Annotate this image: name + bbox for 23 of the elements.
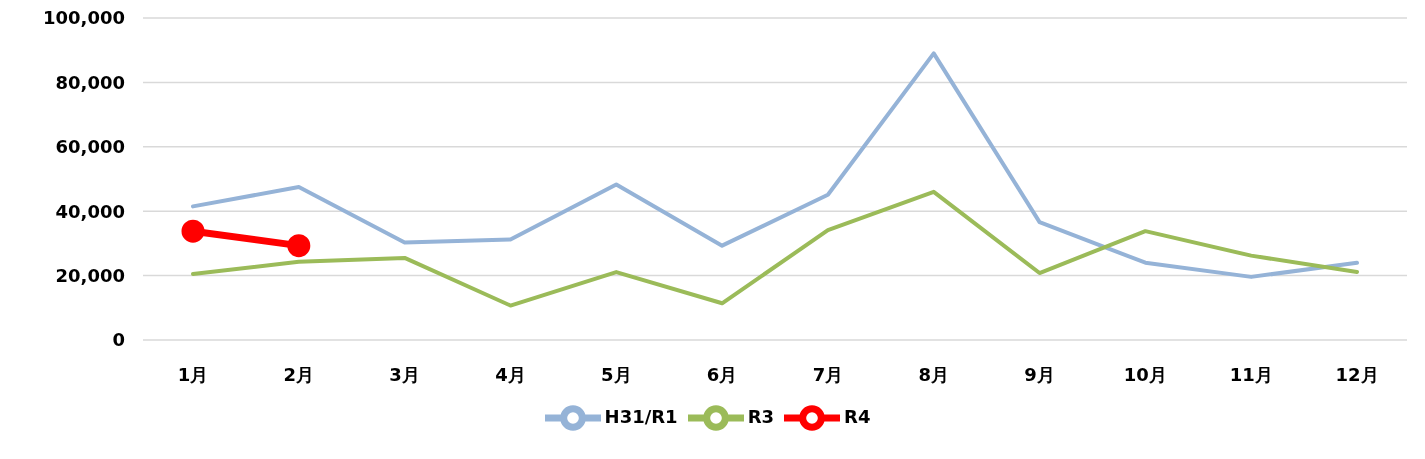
y-tick-label: 20,000	[55, 264, 125, 286]
legend-label: R4	[844, 406, 871, 427]
y-tick-label: 40,000	[55, 200, 125, 222]
line-series	[191, 189, 1359, 308]
line-series	[191, 51, 1359, 279]
x-tick-label: 5月	[601, 363, 632, 385]
x-tick-label: 1月	[177, 363, 209, 385]
y-tick-label: 80,000	[55, 71, 125, 93]
x-tick-label: 9月	[1024, 363, 1055, 385]
x-tick-label: 12月	[1335, 363, 1379, 385]
legend-label: H31/R1	[604, 406, 678, 427]
x-tick-label: 10月	[1123, 363, 1167, 385]
x-tick-label: 3月	[389, 363, 420, 385]
y-tick-label: 60,000	[55, 136, 125, 158]
x-tick-label: 4月	[495, 363, 526, 385]
x-tick-label: 11月	[1229, 363, 1273, 385]
y-tick-label: 0	[112, 329, 125, 351]
y-tick-label: 100,000	[43, 7, 125, 29]
x-tick-label: 8月	[918, 363, 949, 385]
x-tick-label: 7月	[812, 363, 844, 385]
x-tick-label: 2月	[283, 363, 315, 385]
x-tick-label: 6月	[706, 363, 738, 385]
legend-label: R3	[747, 406, 775, 427]
